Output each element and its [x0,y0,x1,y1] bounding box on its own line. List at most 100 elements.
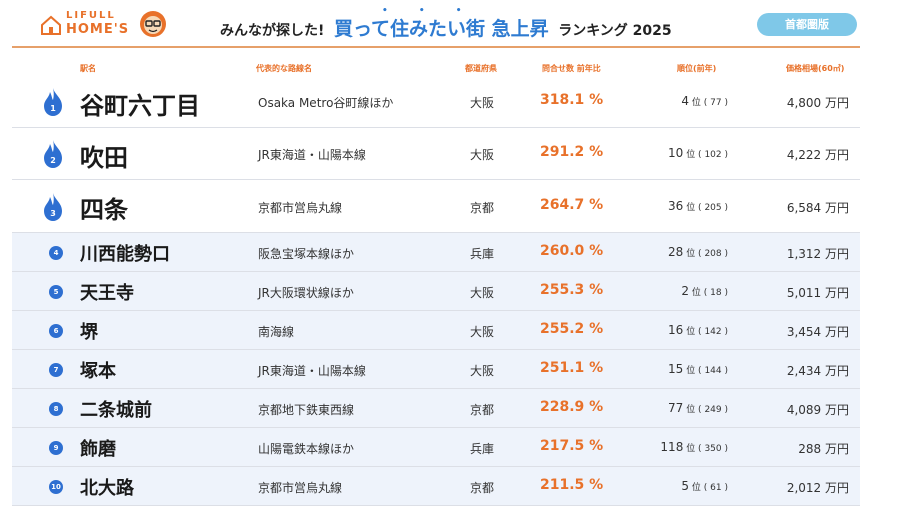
rank-previous: 208 [704,248,722,259]
column-header-pref: 都道府県 [465,64,497,73]
line-name: JR東海道・山陽本線 [258,363,366,378]
rank-current: 28 [668,244,684,259]
rank-current-previous: 10 位 ( 102 ) [668,146,728,160]
logo-homes-text: HOME'S [66,22,130,37]
rank-current: 16 [668,322,684,337]
ranking-row: 8 二条城前 京都地下鉄東西線 京都 228.9 % 77 位 ( 249 ) 4,089 … [12,389,860,428]
rank-suffix: 位 ( [683,202,705,213]
logo-lifull-text: LIFULL [66,10,116,21]
rank-current-previous: 118 位 ( 350 ) [660,439,728,454]
prefecture: 兵庫 [469,441,494,456]
rank-current: 2 [681,283,690,298]
line-name: 阪急宝塚本線ほか [258,246,355,261]
flame-rank-icon: 1 [44,88,62,116]
ranking-row: 5 天王寺 JR大阪環状線ほか 大阪 255.3 % 2 位 ( 18 ) 5,011 万円 [12,272,860,311]
rank-suffix: 位 ( [683,326,705,337]
inquiry-ratio: 260.0 % [540,242,604,259]
rank-previous: 350 [704,443,722,454]
price-market: 6,584 万円 [786,200,849,215]
line-name: 京都市営烏丸線 [258,480,343,495]
rank-number-badge: 4 [49,245,63,260]
rank-suffix: 位 ( [683,150,705,160]
prefecture: 大阪 [469,148,494,162]
prefecture: 大阪 [469,363,494,378]
mascot-icon [140,11,166,37]
station-name: 谷町六丁目 [80,91,200,120]
station-name: 吹田 [80,143,128,172]
rank-number-badge: 10 [49,479,63,494]
prefecture: 兵庫 [469,246,494,261]
column-header-rank: 順位(前年) [677,64,717,73]
rank-suffix: 位 ( [683,443,705,454]
prefecture: 大阪 [469,285,494,300]
rank-previous: 61 [710,482,722,493]
rank-number: 3 [50,209,56,218]
line-name: JR東海道・山陽本線 [258,148,366,162]
ranking-row: 10 北大路 京都市営烏丸線 京都 211.5 % 5 位 ( 61 ) 2,012 万円 [12,467,860,506]
ranking-row: 7 塚本 JR東海道・山陽本線 大阪 251.1 % 15 位 ( 144 ) 2,434 … [12,350,860,389]
station-name: 川西能勢口 [80,244,170,266]
price-market: 1,312 万円 [786,246,849,261]
ranking-row: 2 吹田 JR東海道・山陽本線 大阪 291.2 % 10 位 ( 102 ) 4,222 … [12,128,860,180]
price-market: 3,454 万円 [786,324,849,339]
rank-current: 5 [681,478,690,493]
rank-current: 15 [668,361,684,376]
price-market: 4,222 万円 [786,148,849,162]
rank-suffix: 位 ( [689,287,711,298]
rank-previous: 102 [704,150,722,160]
rank-previous: 249 [704,404,722,415]
rank-previous: 77 [710,98,722,108]
title-suffix: ランキング 2025 [558,23,672,39]
line-name: 京都市営烏丸線 [258,200,343,215]
prefecture: 京都 [469,480,494,495]
price-market: 2,434 万円 [786,363,849,378]
inquiry-ratio: 255.3 % [540,281,604,298]
rank-previous: 142 [704,326,722,337]
inquiry-ratio: 251.1 % [540,359,604,376]
rank-previous: 205 [704,202,722,213]
line-name: 京都地下鉄東西線 [258,402,355,417]
line-name: Osaka Metro谷町線ほか [258,96,394,110]
rank-current-previous: 36 位 ( 205 ) [668,198,728,213]
prefecture: 大阪 [469,96,494,110]
station-name: 北大路 [80,478,134,500]
inquiry-ratio: 291.2 % [540,144,604,160]
price-market: 4,089 万円 [786,402,849,417]
region-button[interactable]: 首都圏版 [757,13,857,36]
station-name: 飾磨 [80,439,116,461]
ranking-title: みんなが探した! 買って住みたい街 急上昇 ランキング 2025 • • • [220,6,672,40]
rank-number-badge: 8 [49,401,63,416]
station-name: 四条 [80,196,128,225]
rank-current-previous: 4 位 ( 77 ) [681,94,728,108]
rank-number: 2 [50,156,56,165]
inquiry-ratio: 255.2 % [540,320,604,337]
price-market: 288 万円 [798,441,849,456]
station-name: 塚本 [80,361,116,383]
rank-current-previous: 5 位 ( 61 ) [681,478,728,493]
price-market: 2,012 万円 [786,480,849,495]
rank-number: 1 [50,104,56,113]
page-header: LIFULL HOME'S みんなが探した! 買って住みたい街 急上昇 ランキン… [0,0,900,48]
inquiry-ratio: 228.9 % [540,398,604,415]
rank-current: 10 [668,146,684,160]
inquiry-ratio: 217.5 % [540,437,604,454]
line-name: 南海線 [258,324,295,339]
rank-current: 118 [660,439,684,454]
line-name: JR大阪環状線ほか [258,285,354,300]
ranking-row: 1 谷町六丁目 Osaka Metro谷町線ほか 大阪 318.1 % 4 位 ( 77 … [12,76,860,128]
rank-current: 77 [668,400,684,415]
ranking-row: 4 川西能勢口 阪急宝塚本線ほか 兵庫 260.0 % 28 位 ( 208 ) 1,312… [12,233,860,272]
rank-current-previous: 16 位 ( 142 ) [668,322,728,337]
rank-number-badge: 6 [49,323,63,338]
rank-current: 4 [681,94,690,108]
flame-rank-icon: 3 [44,192,62,221]
rank-current: 36 [668,198,684,213]
rank-number-badge: 5 [49,284,63,299]
title-prefix: みんなが探した! [220,23,325,39]
rank-current-previous: 15 位 ( 144 ) [668,361,728,376]
column-header-line: 代表的な路線名 [256,64,312,73]
station-name: 二条城前 [80,400,152,422]
line-name: 山陽電鉄本線ほか [258,441,355,456]
title-main: 買って住みたい街 急上昇 [333,18,549,40]
lifull-homes-logo[interactable]: LIFULL HOME'S [40,10,170,40]
